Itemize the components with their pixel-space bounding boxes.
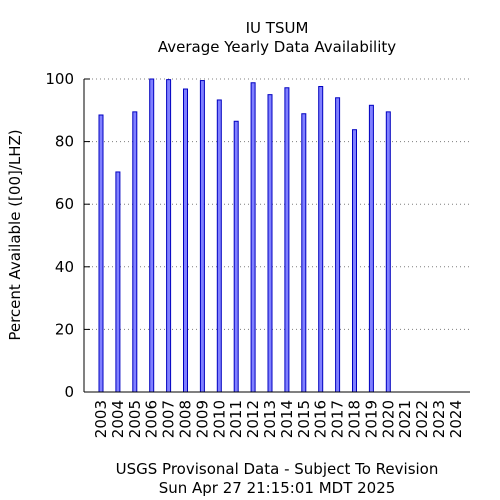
x-tick-label: 2014: [278, 400, 296, 438]
x-tick-label: 2017: [329, 400, 347, 438]
bar-2014: [284, 87, 290, 393]
x-tick-label: 2009: [193, 400, 211, 438]
x-tick-label: 2012: [244, 400, 262, 438]
bar-2011: [233, 120, 239, 393]
bar-2005: [132, 111, 138, 393]
footer-timestamp: Sun Apr 27 21:15:01 MDT 2025: [159, 479, 396, 497]
x-tick-label: 2008: [177, 400, 195, 438]
bar-2012: [250, 82, 256, 393]
bar-2010: [216, 99, 222, 393]
footer-provisional-note: USGS Provisonal Data - Subject To Revisi…: [116, 460, 439, 478]
y-tick-label: 0: [64, 383, 74, 401]
x-tick-label: 2018: [346, 400, 364, 438]
x-tick-label: 2005: [126, 400, 144, 438]
axes: [83, 78, 470, 393]
x-tick-label: 2022: [413, 400, 431, 438]
y-tick-label: 60: [55, 195, 74, 213]
x-tick-label: 2004: [109, 400, 127, 438]
bar-2007: [166, 79, 172, 393]
bar-2003: [98, 114, 104, 393]
x-tick-label: 2023: [430, 400, 448, 438]
x-tick-label: 2015: [295, 400, 313, 438]
y-tick-label: 100: [45, 70, 74, 88]
x-tick-label: 2021: [396, 400, 414, 438]
x-tick-label: 2003: [92, 400, 110, 438]
x-tick-label: 2020: [379, 400, 397, 438]
bar-2008: [183, 88, 188, 393]
y-axis-label: Percent Available ([00]/LHZ): [6, 129, 24, 340]
bar-2017: [335, 97, 341, 393]
bar-2009: [199, 80, 205, 393]
bar-2018: [352, 129, 357, 393]
bar-2019: [368, 104, 374, 393]
x-tick-label: 2010: [210, 400, 228, 438]
x-tick-label: 2019: [362, 400, 380, 438]
chart-subtitle: Average Yearly Data Availability: [158, 38, 396, 56]
bar-2016: [318, 86, 324, 393]
bar-2015: [301, 113, 307, 393]
bars: [98, 78, 391, 393]
chart-title: IU TSUM: [246, 19, 309, 37]
gridlines: [84, 78, 470, 330]
x-tick-label: 2007: [160, 400, 178, 438]
x-tick-label: 2016: [312, 400, 330, 438]
x-tick-label: 2006: [143, 400, 161, 438]
bar-2004: [115, 171, 121, 393]
y-tick-label: 20: [55, 320, 74, 338]
bar-2013: [267, 94, 273, 393]
x-tick-label: 2011: [227, 400, 245, 438]
y-tick-label: 40: [55, 258, 74, 276]
x-tick-label: 2024: [447, 400, 465, 438]
y-tick-labels: 0 20 40 60 80 100: [45, 70, 74, 401]
x-tick-labels: 2003200420052006200720082009201020112012…: [92, 400, 465, 438]
x-tick-label: 2013: [261, 400, 279, 438]
bar-2006: [149, 78, 155, 393]
bar-2020: [385, 111, 391, 393]
y-tick-label: 80: [55, 133, 74, 151]
